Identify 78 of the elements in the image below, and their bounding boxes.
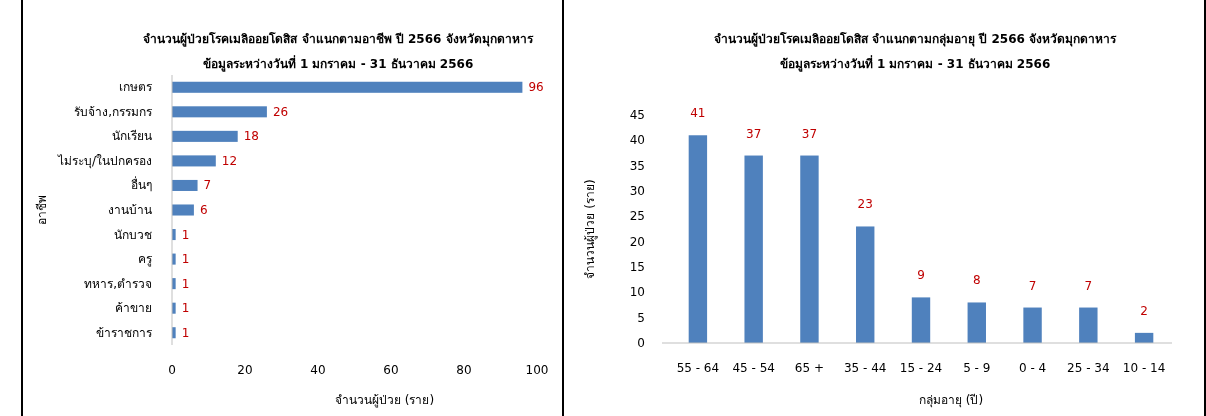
x-tick-label: 0 - 4: [1018, 361, 1047, 375]
data-label: 1: [181, 276, 190, 291]
bar: [172, 81, 523, 93]
y-tick-label: 20: [629, 234, 645, 249]
data-label: 7: [1084, 278, 1093, 293]
x-axis-title: จำนวนผู้ป่วย (ราย): [334, 393, 435, 408]
data-label: 1: [181, 227, 190, 242]
x-axis-title: กลุ่มอายุ (ปี): [918, 393, 984, 408]
chart-title: จำนวนผู้ป่วยโรคเมลิออยโดสิส จำแนกตามกลุ่มอายุ ปี 2566 จังหวัดมุกดาหาร: [713, 31, 1118, 47]
x-tick-label: 15 - 24: [899, 361, 943, 375]
bar: [172, 204, 194, 216]
data-label: 1: [181, 252, 190, 267]
x-tick-label: 40: [310, 363, 326, 377]
y-tick-label: 5: [637, 310, 645, 325]
y-tick-label: ข้าราชการ: [96, 325, 153, 340]
y-tick-label: 15: [629, 260, 645, 274]
y-tick-label: 10: [629, 285, 645, 300]
bar: [688, 135, 708, 343]
y-tick-label: ทหาร,ตำรวจ: [84, 276, 152, 291]
y-tick-label: นักเรียน: [112, 129, 152, 144]
bar: [967, 302, 986, 343]
data-label: 26: [272, 104, 289, 119]
chart-subtitle: ข้อมูลระหว่างวันที่ 1 มกราคม - 31 ธันวาคม 2566: [202, 55, 474, 72]
y-tick-label: 40: [629, 133, 645, 148]
y-tick-label: ครู: [138, 252, 153, 268]
x-tick-label: 10 - 14: [1122, 361, 1166, 375]
data-label: 18: [243, 129, 259, 144]
bar: [172, 179, 198, 191]
x-tick-label: 25 - 34: [1067, 361, 1110, 375]
data-label: 6: [199, 203, 208, 217]
y-tick-label: เกษตร: [119, 80, 153, 95]
data-label: 23: [857, 197, 873, 212]
bar: [1079, 307, 1098, 343]
y-tick-label: 30: [629, 184, 645, 198]
data-label: 7: [203, 178, 212, 193]
bar: [800, 155, 819, 343]
x-tick-label: 35 - 44: [843, 361, 887, 375]
bar: [172, 106, 267, 118]
data-label: 8: [972, 273, 981, 288]
data-label: 12: [221, 153, 238, 168]
y-tick-label: ไม่ระบุ/ในปกครอง: [56, 153, 152, 169]
data-label: 7: [1028, 278, 1037, 293]
chart-title: จำนวนผู้ป่วยโรคเมลิออยโดสิส จำแนกตามอาชีพ ปี 2566 จังหวัดมุกดาหาร: [143, 31, 534, 47]
y-tick-label: นักบวช: [114, 227, 152, 242]
x-tick-label: 0: [168, 363, 176, 377]
x-tick-label: 5 - 9: [963, 361, 991, 375]
x-tick-label: 60: [383, 363, 399, 377]
bar: [744, 155, 763, 343]
data-label: 37: [801, 126, 818, 141]
y-tick-label: รับจ้าง,กรรมกร: [74, 104, 153, 119]
data-label: 1: [181, 301, 190, 316]
bar: [172, 155, 216, 167]
data-label: 2: [1140, 303, 1148, 318]
x-tick-label: 80: [456, 363, 472, 377]
y-tick-label: 0: [637, 336, 645, 350]
x-tick-label: 65 +: [794, 361, 825, 375]
x-tick-label: 55 - 64: [676, 361, 720, 375]
y-tick-label: 25: [629, 209, 645, 224]
y-tick-label: ค้าขาย: [115, 301, 152, 316]
bar: [911, 297, 931, 343]
y-tick-label: 35: [629, 158, 645, 173]
data-label: 1: [181, 325, 190, 340]
y-axis-title: จำนวนผู้ป่วย (ราย): [583, 179, 598, 279]
data-label: 96: [528, 80, 544, 95]
y-tick-label: 45: [629, 108, 645, 122]
data-label: 41: [690, 106, 706, 121]
data-label: 37: [746, 126, 762, 141]
y-tick-label: งานบ้าน: [108, 203, 152, 217]
y-axis-title: อาชีพ: [35, 195, 49, 225]
x-tick-label: 20: [237, 363, 253, 377]
bar: [856, 226, 875, 343]
x-tick-label: 100: [525, 363, 549, 377]
y-tick-label: อื่นๆ: [131, 176, 152, 193]
data-label: 9: [917, 268, 925, 283]
bar: [172, 130, 238, 142]
bar: [1023, 307, 1042, 343]
chart-subtitle: ข้อมูลระหว่างวันที่ 1 มกราคม - 31 ธันวาคม 2566: [779, 55, 1051, 72]
x-tick-label: 45 - 54: [732, 361, 775, 375]
